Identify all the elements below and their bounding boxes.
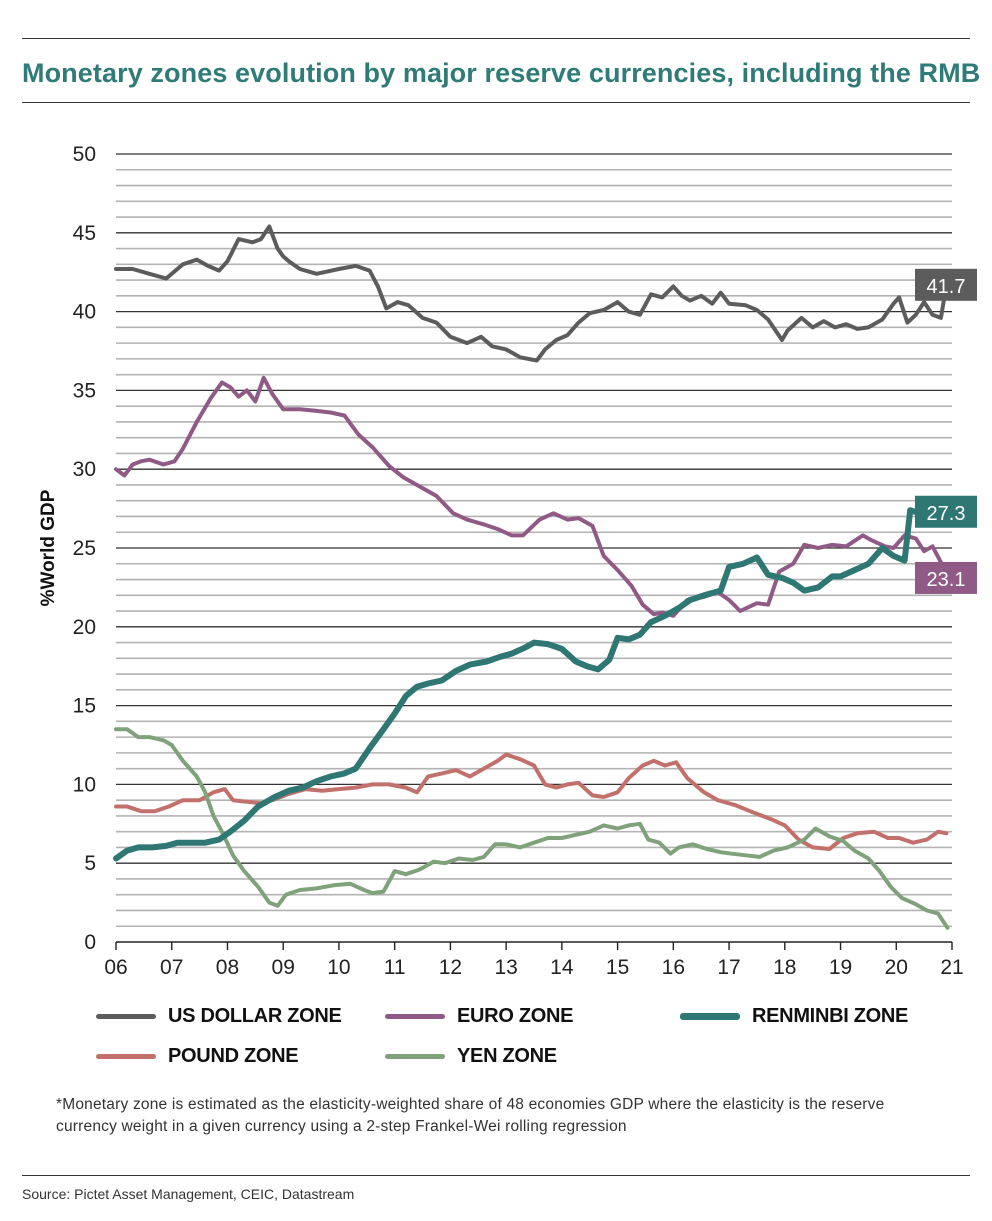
y-tick-label: 5 (84, 852, 96, 875)
y-tick-label: 15 (73, 695, 96, 718)
series-line-renminbi-zone (113, 507, 953, 862)
legend-us-dollar-zone: US DOLLAR ZONE (96, 1004, 342, 1028)
legend-label-us-dollar: US DOLLAR ZONE (168, 1004, 342, 1027)
x-tick-label: 19 (829, 956, 852, 979)
legend-label-yen: YEN ZONE (457, 1044, 557, 1067)
y-tick-label: 45 (73, 222, 96, 245)
line-chart: 0 5 10 15 20 25 30 35 40 45 50 06 07 08 09 10 11 12 13 14 15… (38, 143, 977, 979)
y-tick-label: 0 (84, 931, 96, 954)
x-tick-label: 13 (494, 956, 517, 979)
legend-swatch-us-dollar (96, 1013, 156, 1019)
legend-swatch-renminbi (680, 1012, 740, 1020)
x-tick-label: 07 (160, 956, 183, 979)
bottom-rule (22, 1175, 970, 1176)
legend-pound-zone: POUND ZONE (96, 1044, 299, 1068)
y-tick-label: 40 (73, 301, 96, 324)
end-label-box-euro-zone (915, 561, 977, 594)
x-tick-label: 20 (885, 956, 908, 979)
legend-swatch-pound (96, 1053, 156, 1059)
chart-title: Monetary zones evolution by major reserv… (22, 58, 981, 88)
y-tick-label: 20 (73, 616, 96, 639)
legend-swatch-euro (385, 1013, 445, 1019)
x-tick-label: 15 (606, 956, 629, 979)
series-line-yen-zone (114, 727, 950, 930)
legend-label-euro: EURO ZONE (457, 1004, 574, 1027)
end-label-euro-zone: 23.1 (927, 569, 966, 591)
end-label-box-us-dollar-zone (915, 268, 977, 301)
top-rule (22, 38, 970, 39)
methodology-note: *Monetary zone is estimated as the elast… (56, 1096, 885, 1135)
x-tick-label: 06 (104, 956, 127, 979)
x-tick-label: 12 (439, 956, 462, 979)
x-tick-label: 18 (773, 956, 796, 979)
x-tick-label: 08 (216, 956, 239, 979)
x-tick-label: 11 (384, 956, 406, 979)
legend-label-renminbi: RENMINBI ZONE (752, 1004, 909, 1027)
series-line-us-dollar-zone (114, 224, 949, 363)
title-rule (22, 102, 970, 103)
y-axis-label: %World GDP (38, 489, 59, 606)
end-label-us-dollar-zone: 41.7 (927, 276, 966, 298)
legend-swatch-yen (385, 1053, 445, 1059)
legend-euro-zone: EURO ZONE (385, 1004, 574, 1028)
series-line-pound-zone (114, 752, 949, 851)
y-tick-label: 50 (73, 143, 96, 166)
x-tick-label: 21 (940, 956, 963, 979)
x-tick-label: 14 (550, 956, 574, 979)
end-label-renminbi-zone: 27.3 (927, 503, 966, 525)
y-tick-label: 30 (73, 458, 96, 481)
x-tick-label: 16 (662, 956, 685, 979)
legend-label-pound: POUND ZONE (168, 1044, 299, 1067)
source-text: Source: Pictet Asset Management, CEIC, D… (22, 1186, 355, 1202)
x-tick-label: 10 (327, 956, 350, 979)
x-tick-label: 17 (717, 956, 740, 979)
end-label-box-renminbi-zone (915, 495, 977, 528)
x-tick-label: 09 (272, 956, 295, 979)
legend-yen-zone: YEN ZONE (385, 1044, 557, 1068)
series-line-euro-zone (114, 375, 950, 618)
y-tick-label: 35 (73, 379, 96, 402)
y-tick-label: 25 (73, 537, 96, 560)
y-tick-label: 10 (73, 773, 96, 796)
legend-renminbi-zone: RENMINBI ZONE (680, 1004, 908, 1028)
